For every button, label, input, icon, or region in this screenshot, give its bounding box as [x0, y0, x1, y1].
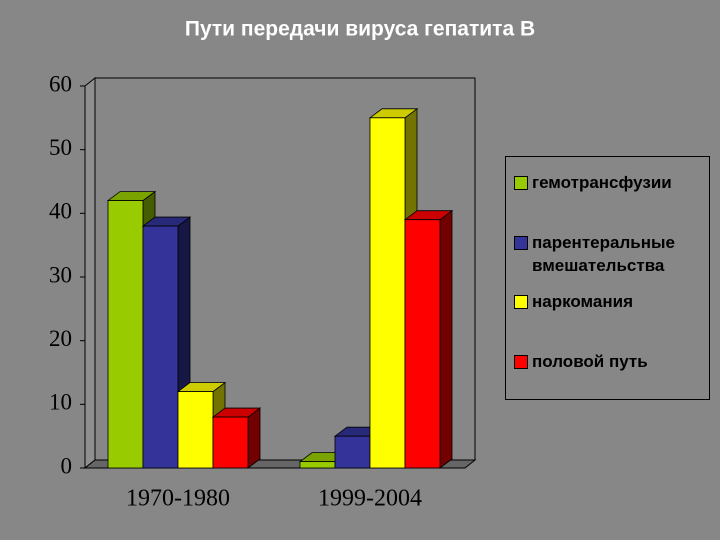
bar-front — [177, 391, 214, 469]
bar-side — [247, 407, 261, 469]
y-tick-label: 60 — [49, 71, 72, 96]
legend: гемотрансфузии парентеральные вмешательст… — [505, 156, 710, 400]
bar-side — [439, 209, 453, 469]
y-tick-label: 50 — [49, 135, 72, 160]
legend-label: наркомания — [532, 292, 633, 311]
bar-front — [212, 416, 249, 469]
legend-item: парентеральные вмешательства — [514, 231, 704, 277]
legend-label: гемотрансфузии — [532, 173, 672, 192]
y-tick-label: 10 — [49, 390, 72, 415]
bar-front — [404, 219, 441, 469]
legend-swatch — [514, 295, 528, 309]
y-tick-label: 0 — [61, 453, 73, 478]
side-wall — [84, 76, 96, 470]
legend-label: половой путь — [532, 352, 648, 371]
x-tick-label: 1970-1980 — [126, 486, 230, 512]
x-tick-label: 1999-2004 — [318, 486, 422, 512]
legend-swatch — [514, 176, 528, 190]
bar — [211, 407, 262, 469]
legend-item: наркомания — [514, 290, 704, 313]
bar-front — [369, 117, 406, 469]
chart-title: Пути передачи вируса гепатита В — [185, 18, 535, 41]
legend-swatch — [514, 236, 528, 250]
legend-item: половой путь — [514, 350, 704, 373]
bar — [403, 209, 454, 469]
legend-item: гемотрансфузии — [514, 171, 704, 194]
bar-front — [107, 200, 144, 469]
y-tick-label: 20 — [49, 326, 72, 351]
y-tick-label: 40 — [49, 199, 72, 224]
bar-front — [334, 435, 371, 469]
bar-front — [299, 461, 336, 469]
legend-swatch — [514, 355, 528, 369]
legend-label: парентеральные вмешательства — [532, 233, 675, 275]
y-tick-label: 30 — [49, 262, 72, 287]
bar-front — [142, 225, 179, 469]
